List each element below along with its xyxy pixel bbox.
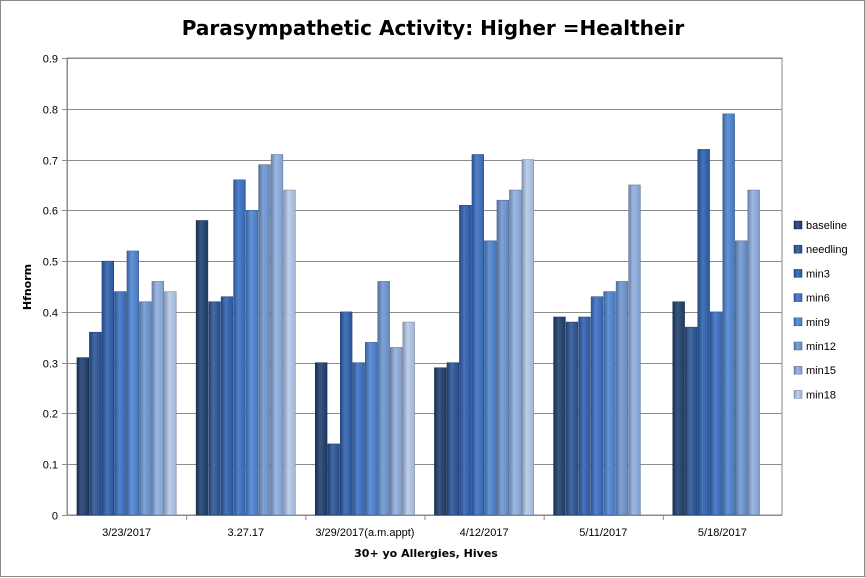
- y-tick-label: 0.7: [43, 156, 58, 168]
- legend-swatch-needling: [793, 244, 803, 254]
- y-tick-label: 0.8: [43, 105, 58, 117]
- plot-area: 0 0.1 0.2 0.3 0.4 0.5 0.6 0.7 0.8 0.9 3/23/2017 3.2…: [43, 54, 783, 539]
- bar-min15-5: [747, 189, 760, 516]
- legend-label-min6: min6: [806, 293, 830, 305]
- bar-min15-2: [390, 347, 403, 516]
- x-tick-label: 4/12/2017: [460, 527, 509, 539]
- bar-min6-2: [352, 362, 365, 516]
- y-tick-label: 0: [52, 511, 58, 523]
- x-axis-title: 30+ yo Allergies, Hives: [354, 547, 498, 560]
- bar-min18-2: [402, 321, 415, 516]
- y-tick-label: 0.5: [43, 257, 58, 269]
- bar-needling-5: [685, 326, 698, 516]
- x-tick-label: 5/11/2017: [579, 527, 627, 539]
- bar-min3-1: [220, 296, 234, 516]
- bar-needling-2: [327, 443, 340, 516]
- chart-title: Parasympathetic Activity: Higher =Health…: [182, 16, 685, 40]
- bar-min6-1: [233, 179, 246, 516]
- bar-min18-0: [164, 291, 177, 516]
- x-tick-label: 3/29/2017(a.m.appt): [315, 527, 414, 539]
- bar-min9-1: [245, 210, 259, 516]
- bar-min3-5: [697, 149, 710, 516]
- bar-min12-2: [377, 281, 390, 516]
- legend-label-min9: min9: [806, 317, 830, 329]
- bar-min15-3: [509, 189, 522, 516]
- legend-label-needling: needling: [806, 244, 848, 256]
- x-tick-label: 5/18/2017: [698, 527, 747, 539]
- bar-baseline-0: [76, 357, 89, 516]
- bar-min3-4: [578, 316, 591, 516]
- bar-min9-4: [603, 291, 616, 516]
- bar-min12-5: [735, 240, 748, 516]
- legend-swatch-min6: [793, 293, 803, 302]
- y-tick-label: 0.2: [43, 409, 58, 421]
- legend-label-min12: min12: [806, 341, 836, 353]
- bar-needling-1: [208, 301, 221, 516]
- plot-background: [66, 57, 783, 516]
- bar-min18-3: [521, 159, 534, 516]
- bar-baseline-1: [195, 220, 209, 516]
- bar-min9-2: [365, 342, 378, 516]
- legend-swatch-min12: [793, 341, 803, 351]
- bar-needling-3: [446, 362, 459, 516]
- bar-needling-0: [89, 331, 102, 516]
- legend-swatch-min15: [793, 365, 803, 375]
- y-tick-label: 0.6: [43, 206, 58, 218]
- bar-min15-0: [151, 281, 164, 516]
- y-axis-title: Hfnorm: [21, 264, 34, 310]
- x-tick-label: 3.27.17: [227, 527, 264, 539]
- bar-min12-1: [258, 164, 271, 516]
- y-tick-label: 0.9: [43, 54, 58, 66]
- bar-min15-4: [628, 184, 641, 516]
- bar-min9-0: [126, 250, 139, 516]
- bar-min12-4: [615, 281, 629, 516]
- bar-baseline-2: [315, 362, 328, 516]
- bar-min18-1: [283, 189, 296, 516]
- bar-min6-4: [590, 296, 604, 516]
- bar-min3-3: [459, 205, 472, 516]
- bar-min15-1: [270, 154, 284, 516]
- legend: baseline needling min3 min6 min9 min12 min15 mi…: [793, 220, 848, 401]
- bar-baseline-3: [434, 367, 447, 516]
- bar-min6-5: [710, 311, 723, 516]
- y-tick-label: 0.4: [43, 308, 58, 320]
- bar-min9-5: [722, 113, 735, 516]
- bar-min6-3: [471, 154, 484, 516]
- legend-label-min15: min15: [806, 365, 836, 377]
- bar-min12-3: [496, 199, 509, 516]
- bar-min9-3: [484, 240, 497, 516]
- legend-swatch-min18: [793, 390, 803, 399]
- bar-min3-0: [101, 260, 114, 516]
- legend-label-min18: min18: [806, 389, 836, 401]
- y-tick-label: 0.1: [43, 460, 58, 472]
- bar-baseline-4: [553, 316, 566, 516]
- legend-label-min3: min3: [806, 268, 830, 280]
- legend-swatch-min3: [793, 269, 803, 278]
- legend-swatch-min9: [793, 317, 803, 327]
- bar-min6-0: [114, 291, 127, 516]
- bar-baseline-5: [672, 301, 685, 516]
- y-tick-label: 0.3: [43, 359, 58, 371]
- legend-swatch-baseline: [793, 220, 803, 230]
- bar-min12-0: [139, 301, 152, 516]
- legend-label-baseline: baseline: [806, 220, 847, 232]
- x-tick-label: 3/23/2017: [102, 527, 151, 539]
- bar-min3-2: [340, 311, 353, 516]
- bar-needling-4: [565, 321, 579, 516]
